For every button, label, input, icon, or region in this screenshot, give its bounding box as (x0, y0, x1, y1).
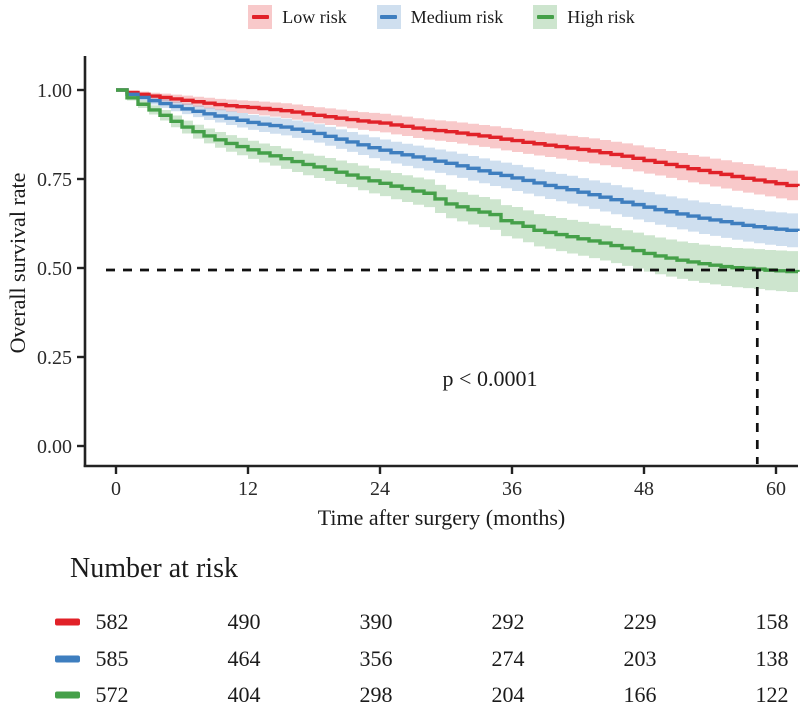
legend-item-medium-risk: Medium risk (376, 5, 504, 29)
ci-band-medium-risk (116, 90, 798, 249)
risk-count: 404 (227, 682, 261, 704)
y-tick-label: 0.25 (37, 347, 72, 369)
risk-count: 582 (95, 609, 129, 634)
survival-curve-low-risk (116, 88, 800, 188)
ci-band-low-risk (116, 90, 798, 202)
x-axis-title: Time after surgery (months) (317, 505, 566, 530)
risk-row-marker (55, 618, 80, 626)
legend: Low risk Medium risk High risk (85, 5, 798, 29)
legend-key-swatch (248, 5, 273, 29)
y-tick-label: 1.00 (37, 80, 72, 102)
legend-key-line (380, 15, 398, 19)
risk-count: 572 (95, 682, 129, 704)
y-tick-label: 0.50 (37, 258, 72, 280)
risk-count: 390 (359, 609, 393, 634)
survival-curve-medium-risk (116, 88, 800, 232)
risk-row-marker (55, 655, 80, 663)
risk-count: 166 (623, 682, 657, 704)
risk-row-marker (55, 691, 80, 699)
x-tick-label: 36 (502, 478, 522, 500)
risk-count: 490 (227, 609, 261, 634)
risk-count: 464 (227, 646, 261, 671)
risk-count: 138 (755, 646, 789, 671)
legend-key-swatch (533, 5, 558, 29)
x-tick-label: 12 (238, 478, 258, 500)
legend-key-line (536, 15, 554, 19)
risk-count: 356 (359, 646, 393, 671)
risk-count: 585 (95, 646, 129, 671)
risk-table-title: Number at risk (70, 553, 238, 584)
risk-count: 298 (359, 682, 393, 704)
risk-count: 229 (623, 609, 657, 634)
risk-count: 122 (755, 682, 789, 704)
risk-count: 292 (491, 609, 525, 634)
legend-label: Low risk (282, 6, 347, 27)
y-tick-label: 0.75 (37, 169, 72, 191)
risk-count: 204 (491, 682, 525, 704)
legend-key-swatch (376, 5, 401, 29)
ci-band-high-risk (116, 90, 798, 293)
legend-item-high-risk: High risk (533, 5, 635, 29)
y-tick-label: 0.00 (37, 436, 72, 458)
x-tick-label: 48 (634, 478, 654, 500)
risk-count: 203 (623, 646, 657, 671)
survival-curve-high-risk (116, 88, 800, 274)
p-value-annotation: p < 0.0001 (442, 366, 538, 391)
x-tick-label: 60 (766, 478, 786, 500)
legend-item-low-risk: Low risk (248, 5, 347, 29)
x-tick-label: 24 (370, 478, 390, 500)
x-tick-label: 0 (111, 478, 121, 500)
risk-count: 274 (491, 646, 525, 671)
legend-key-line (251, 15, 269, 19)
risk-row-low-risk: 582 490 390 292 229 158 (0, 607, 800, 637)
y-axis-title: Overall survival rate (5, 172, 30, 354)
legend-label: Medium risk (410, 6, 504, 27)
risk-count: 158 (755, 609, 789, 634)
risk-row-high-risk: 572 404 298 204 166 122 (0, 680, 800, 704)
legend-label: High risk (567, 6, 635, 27)
risk-row-medium-risk: 585 464 356 274 203 138 (0, 644, 800, 674)
